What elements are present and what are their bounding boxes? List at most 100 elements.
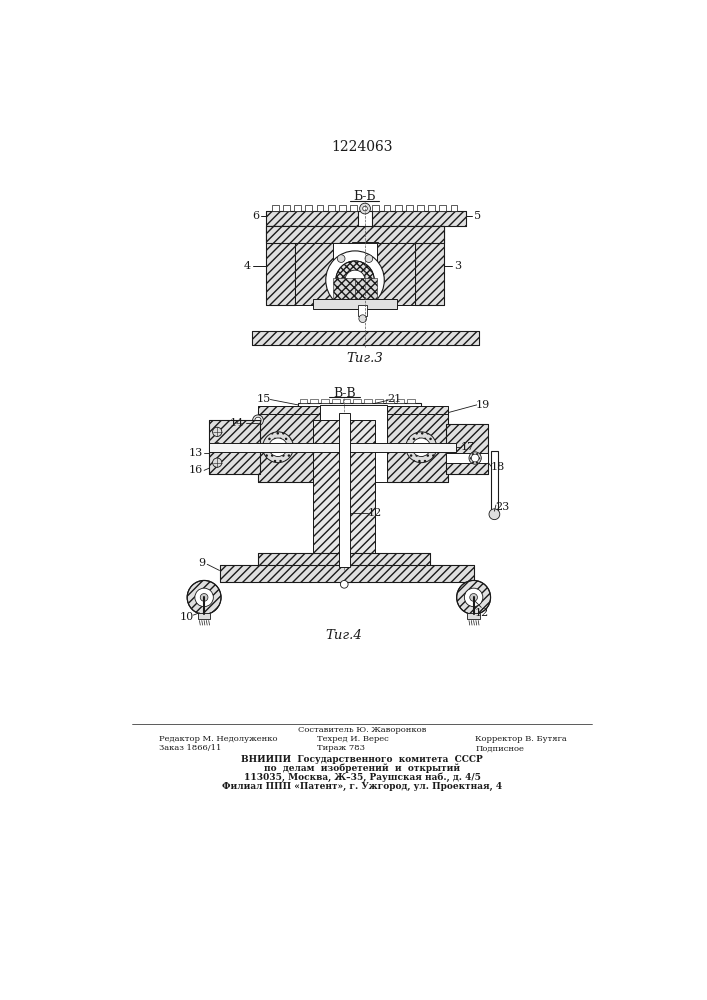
Bar — [407, 399, 415, 403]
Circle shape — [262, 432, 293, 463]
Bar — [258, 411, 320, 482]
Bar — [337, 420, 343, 559]
Circle shape — [326, 251, 385, 309]
Bar — [295, 243, 334, 305]
Circle shape — [213, 443, 222, 452]
Text: 4: 4 — [244, 261, 251, 271]
Bar — [252, 331, 479, 345]
Bar — [446, 424, 489, 474]
Circle shape — [360, 203, 370, 214]
Bar — [332, 399, 339, 403]
Bar — [352, 242, 378, 251]
Circle shape — [472, 454, 479, 462]
Bar — [373, 205, 379, 211]
Circle shape — [213, 427, 222, 436]
Bar — [346, 420, 352, 559]
Text: 12: 12 — [474, 608, 489, 618]
Circle shape — [345, 270, 365, 290]
Text: Тираж 783: Тираж 783 — [317, 744, 366, 752]
Text: Филиал ППП «Патент», г. Ужгород, ул. Проектная, 4: Филиал ППП «Патент», г. Ужгород, ул. Про… — [222, 782, 502, 791]
Bar — [387, 406, 448, 414]
Text: 19: 19 — [476, 400, 490, 410]
Bar — [209, 420, 259, 474]
Text: Подписное: Подписное — [475, 744, 524, 752]
Bar — [439, 205, 446, 211]
Bar — [364, 399, 372, 403]
Bar — [375, 399, 382, 403]
Circle shape — [200, 594, 208, 601]
Bar — [320, 405, 387, 482]
Circle shape — [195, 588, 214, 607]
Bar — [415, 226, 444, 305]
Circle shape — [187, 580, 221, 614]
Bar — [446, 424, 489, 474]
Bar — [395, 205, 402, 211]
Bar — [294, 205, 301, 211]
Text: 14: 14 — [229, 418, 244, 428]
Bar — [298, 403, 421, 413]
Circle shape — [363, 206, 368, 211]
Text: 10: 10 — [180, 612, 194, 622]
Bar — [355, 420, 361, 559]
Text: 21: 21 — [387, 394, 402, 404]
Bar — [358, 211, 372, 230]
Bar — [377, 243, 415, 305]
Bar — [334, 243, 377, 305]
Text: Заказ 1866/11: Заказ 1866/11 — [160, 744, 222, 752]
Circle shape — [406, 432, 437, 463]
Bar — [300, 399, 308, 403]
Bar — [334, 278, 355, 305]
Circle shape — [365, 255, 373, 262]
Bar — [252, 331, 479, 345]
Circle shape — [269, 438, 287, 456]
Bar — [428, 205, 435, 211]
Bar — [354, 399, 361, 403]
Text: 15: 15 — [256, 394, 271, 404]
Bar — [321, 399, 329, 403]
Text: Редактор М. Недолуженко: Редактор М. Недолуженко — [160, 735, 278, 743]
Circle shape — [274, 443, 282, 451]
Bar — [387, 411, 448, 482]
Bar — [313, 299, 397, 309]
Bar — [266, 226, 295, 305]
Circle shape — [464, 588, 483, 607]
Circle shape — [255, 417, 261, 423]
Text: Составитель Ю. Жаворонков: Составитель Ю. Жаворонков — [298, 726, 426, 734]
Text: по  делам  изобретений  и  открытий: по делам изобретений и открытий — [264, 764, 460, 773]
Text: 9: 9 — [198, 558, 205, 568]
Circle shape — [412, 438, 431, 456]
Bar — [446, 453, 489, 463]
Circle shape — [469, 594, 477, 601]
Bar — [387, 406, 448, 414]
Text: Корректор В. Бутяга: Корректор В. Бутяга — [475, 735, 567, 743]
Bar — [397, 399, 404, 403]
Circle shape — [457, 580, 491, 614]
Text: Б-Б: Б-Б — [354, 190, 376, 204]
Bar — [383, 205, 390, 211]
Text: 5: 5 — [474, 211, 481, 221]
Bar — [317, 205, 324, 211]
Circle shape — [252, 415, 264, 426]
Text: Τиг.3: Τиг.3 — [346, 352, 383, 365]
Circle shape — [336, 261, 374, 299]
Bar — [219, 565, 474, 582]
Circle shape — [489, 509, 500, 520]
Bar — [450, 205, 457, 211]
Circle shape — [340, 580, 348, 588]
Bar — [467, 613, 480, 619]
Bar — [266, 226, 295, 305]
Text: 113035, Москва, Ж–35, Раушская наб., д. 4/5: 113035, Москва, Ж–35, Раушская наб., д. … — [243, 773, 480, 782]
Bar — [209, 443, 456, 452]
Bar — [417, 205, 424, 211]
Bar — [266, 211, 466, 226]
Bar — [258, 406, 320, 414]
Bar — [386, 399, 394, 403]
Text: 17: 17 — [460, 442, 474, 452]
Bar — [327, 205, 334, 211]
Bar — [313, 420, 375, 559]
Bar — [339, 205, 346, 211]
Bar — [358, 305, 368, 316]
Text: 3: 3 — [454, 261, 461, 271]
Bar — [272, 205, 279, 211]
Bar — [310, 399, 318, 403]
